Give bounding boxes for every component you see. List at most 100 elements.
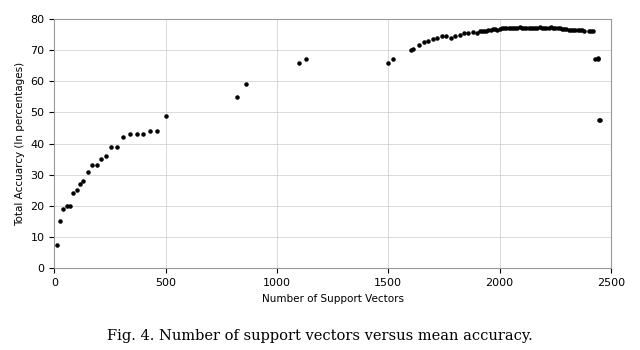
Point	[575, 27, 585, 33]
Point	[301, 57, 311, 62]
Point	[436, 33, 447, 39]
Point	[68, 191, 79, 196]
Point	[58, 206, 68, 212]
Point	[483, 27, 493, 33]
Point	[550, 26, 561, 31]
Point	[570, 27, 580, 33]
Point	[530, 26, 540, 31]
Point	[432, 35, 442, 41]
Point	[528, 26, 538, 31]
Point	[232, 94, 242, 100]
Point	[492, 27, 502, 33]
Point	[510, 26, 520, 31]
Point	[488, 27, 498, 32]
Point	[593, 56, 603, 61]
Point	[406, 47, 416, 53]
Point	[474, 29, 484, 34]
Point	[537, 26, 547, 31]
Point	[561, 26, 572, 32]
Point	[539, 26, 549, 31]
Point	[519, 26, 529, 31]
Point	[125, 132, 135, 137]
Point	[525, 26, 536, 31]
Point	[87, 163, 97, 168]
Point	[100, 153, 111, 159]
Point	[145, 128, 156, 134]
Point	[594, 118, 604, 123]
Point	[468, 29, 478, 35]
Point	[506, 26, 516, 31]
Point	[508, 26, 518, 31]
Point	[445, 35, 456, 41]
Point	[92, 163, 102, 168]
Point	[454, 32, 465, 37]
Point	[579, 29, 589, 34]
Point	[72, 188, 82, 193]
Point	[96, 156, 106, 162]
Point	[294, 60, 305, 65]
Point	[541, 26, 552, 31]
Point	[83, 169, 93, 174]
Point	[524, 26, 534, 31]
Point	[51, 242, 61, 248]
Point	[408, 46, 418, 51]
X-axis label: Number of Support Vectors: Number of Support Vectors	[262, 294, 404, 303]
Point	[577, 27, 587, 33]
Point	[557, 26, 567, 32]
Point	[559, 26, 570, 32]
Point	[595, 117, 605, 122]
Point	[572, 27, 582, 33]
Point	[241, 82, 251, 87]
Point	[564, 27, 574, 33]
Point	[161, 113, 171, 118]
Point	[450, 33, 460, 39]
Point	[78, 178, 88, 184]
Point	[65, 203, 75, 209]
Point	[586, 29, 596, 34]
Point	[111, 144, 122, 149]
Point	[477, 29, 487, 34]
Point	[588, 29, 598, 34]
Point	[534, 25, 545, 30]
Point	[118, 135, 129, 140]
Point	[552, 26, 563, 31]
Point	[590, 57, 600, 62]
Point	[555, 26, 565, 31]
Point	[486, 27, 496, 33]
Point	[515, 25, 525, 30]
Point	[138, 132, 148, 137]
Point	[459, 30, 469, 36]
Point	[499, 26, 509, 31]
Y-axis label: Total Accuarcy (In percentages): Total Accuarcy (In percentages)	[15, 62, 25, 226]
Point	[543, 25, 554, 30]
Point	[497, 26, 507, 31]
Point	[512, 25, 522, 30]
Point	[463, 30, 474, 36]
Point	[584, 29, 594, 34]
Point	[419, 40, 429, 45]
Point	[428, 36, 438, 42]
Point	[441, 33, 451, 39]
Point	[532, 26, 543, 31]
Point	[75, 181, 85, 187]
Point	[495, 26, 505, 32]
Point	[521, 26, 531, 31]
Point	[568, 27, 578, 33]
Point	[106, 144, 116, 149]
Point	[546, 25, 556, 30]
Point	[55, 219, 65, 224]
Point	[566, 27, 576, 33]
Point	[414, 43, 424, 48]
Point	[132, 132, 142, 137]
Point	[152, 128, 162, 134]
Point	[548, 26, 558, 31]
Point	[383, 60, 394, 65]
Text: Fig. 4. Number of support vectors versus mean accuracy.: Fig. 4. Number of support vectors versus…	[107, 329, 533, 343]
Point	[516, 26, 527, 31]
Point	[490, 26, 500, 32]
Point	[472, 30, 483, 36]
Point	[423, 38, 433, 44]
Point	[501, 26, 511, 31]
Point	[593, 55, 603, 61]
Point	[481, 28, 492, 33]
